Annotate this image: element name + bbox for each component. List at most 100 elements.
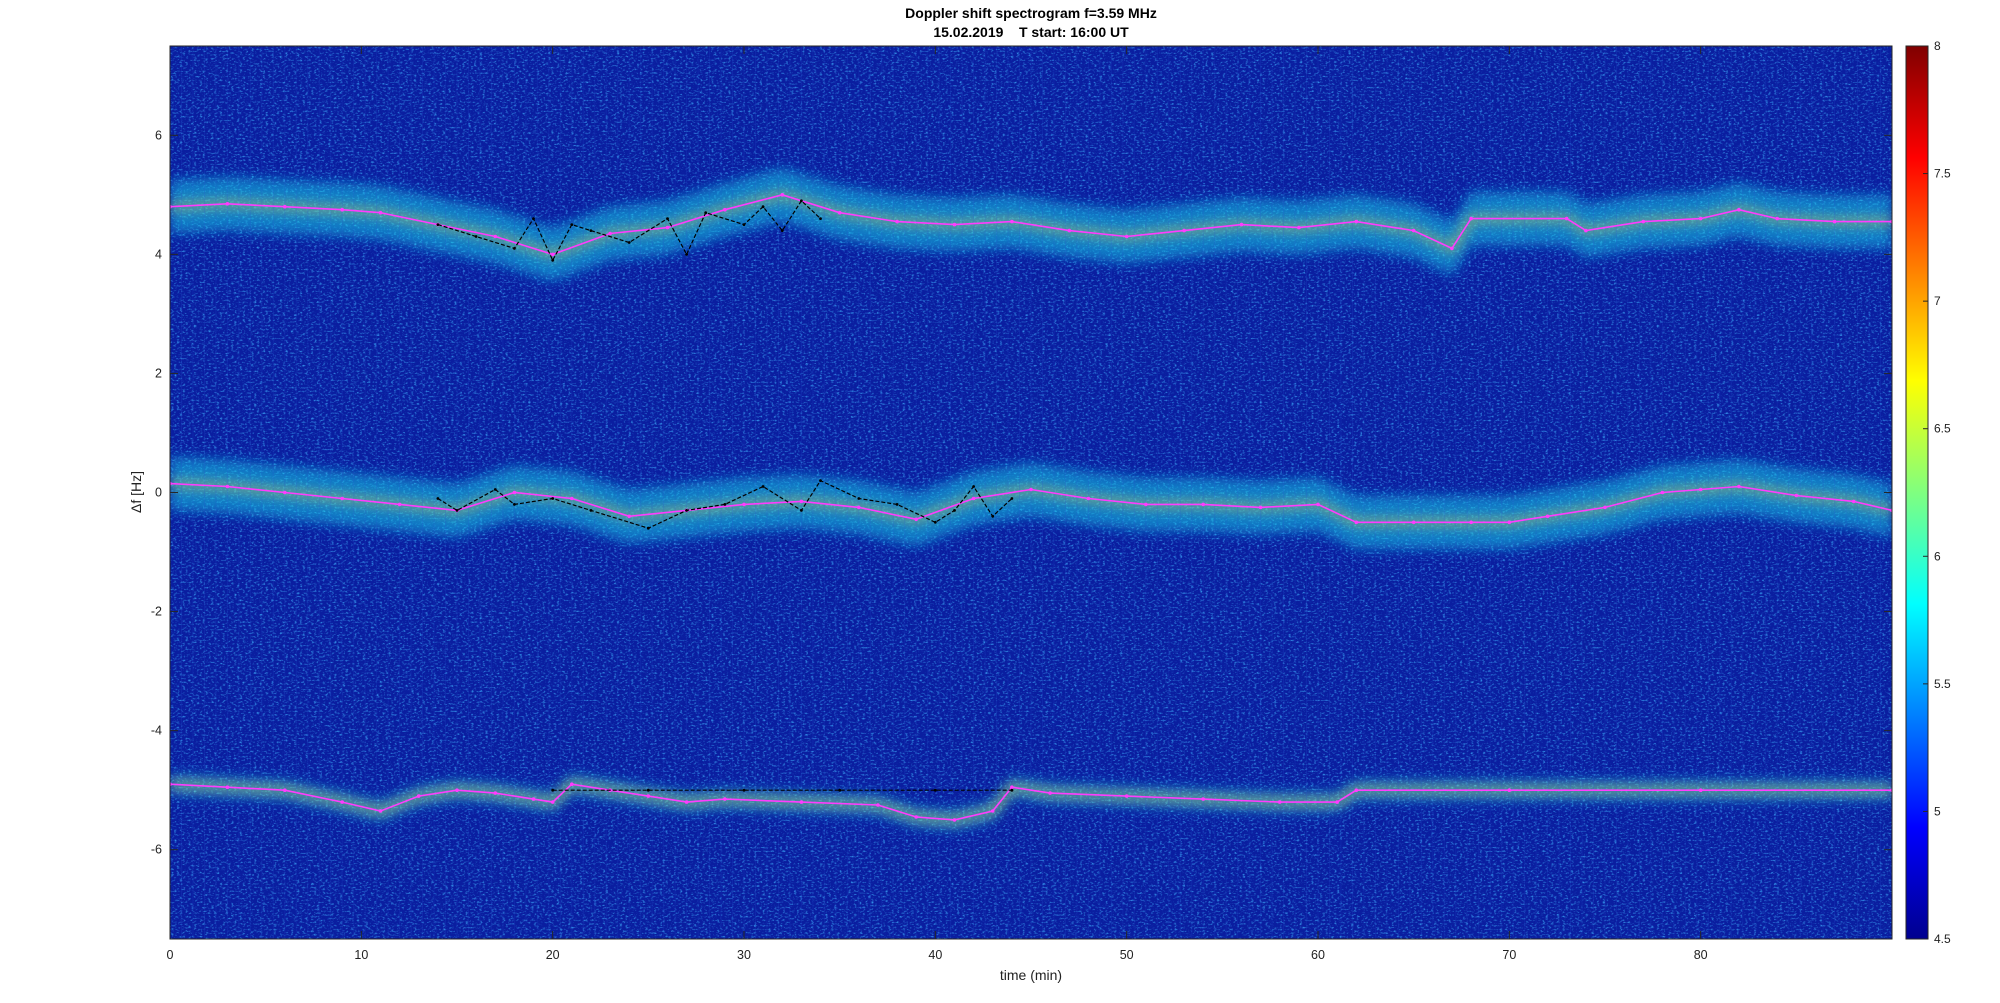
trace-point [933,520,937,524]
trace-point [378,210,383,215]
trace-point [455,788,459,792]
trace-point [1641,219,1646,224]
trace-line-3 [170,783,1892,821]
colorbar-tick-label: 5.5 [1934,677,1951,691]
trace-point [857,505,861,510]
trace-point [436,223,440,227]
trace-point [531,797,536,801]
trace-point [1239,222,1244,227]
colorbar-tick-label: 6 [1934,549,1941,563]
x-tick-label: 80 [1694,948,1708,962]
trace-point [761,205,765,209]
trace-point [800,509,803,512]
trace-point [283,788,287,792]
x-tick-label: 50 [1120,948,1134,962]
trace-point [646,794,651,798]
trace-point [1297,225,1301,230]
trace-point [1450,246,1454,251]
trace-point [608,231,612,236]
trace-point [570,782,574,786]
trace-point [551,788,555,792]
colorbar-tick-label: 8 [1934,39,1941,53]
trace-point [589,229,593,233]
trace-point [1144,502,1148,507]
x-tick-label: 60 [1311,948,1325,962]
trace-point [283,204,287,209]
trace-point [1660,490,1665,495]
trace-point [1354,520,1359,525]
trace-point [895,219,899,224]
trace-point [646,788,650,792]
trace-point [800,199,803,203]
trace-point [1201,797,1205,801]
trace-point [1354,788,1359,792]
y-tick-label: 6 [155,128,162,142]
plot-area [170,46,1892,939]
trace-point [436,497,440,500]
trace-point [551,258,555,262]
trace-point [378,809,383,813]
trace-point [1507,520,1512,525]
colorbar-tick-label: 4.5 [1934,932,1951,946]
trace-point [1124,234,1129,239]
trace-point [761,485,765,488]
trace-point [1737,207,1741,212]
trace-point [1010,785,1014,789]
y-tick-label: 2 [155,366,162,380]
trace-point [1316,502,1320,507]
trace-point [1411,228,1416,233]
trace-point [780,193,785,197]
x-tick-label: 40 [928,948,942,962]
trace-point [283,490,287,495]
trace-point [972,485,975,488]
trace-point [723,797,727,801]
trace-point [685,509,688,512]
trace-point [1794,493,1799,498]
trace-point [819,217,822,221]
trace-point [627,241,631,244]
trace-point [1584,228,1588,233]
trace-line-4 [437,199,821,262]
trace-point [742,788,746,792]
trace-point [953,509,956,512]
trace-point [493,488,497,491]
y-tick-label: 4 [155,247,162,261]
colorbar-tick-label: 6.5 [1934,422,1951,436]
trace-point [1507,788,1512,792]
trace-point [1775,216,1779,221]
trace-point [493,234,498,239]
trace-point [1335,800,1339,804]
colorbar-ticks: 4.5 5 5.5 6 6.5 7 7.5 8 [1923,39,1951,946]
trace-point [513,247,516,250]
trace-point [1048,791,1052,795]
trace-point [1832,219,1837,224]
trace-point [513,503,516,506]
trace-point [340,800,345,804]
x-axis: 0 10 20 30 40 50 60 70 80 [167,46,1708,962]
y-axis-label: Δf [Hz] [128,471,144,513]
trace-point [397,502,402,507]
chart-subtitle: 15.02.2019 T start: 16:00 UT [933,24,1129,40]
trace-point [1737,484,1741,489]
colorbar-gradient [1905,45,1929,940]
trace-point [914,517,918,522]
y-axis: -6 -4 -2 0 2 4 6 [151,128,1892,857]
trace-point [857,497,861,500]
trace-point [666,217,669,221]
trace-point [455,509,459,512]
trace-point [684,800,689,804]
trace-point [1564,216,1569,221]
trace-point [837,210,842,215]
trace-layer [170,193,1892,822]
trace-point [340,207,345,212]
y-tick-label: -6 [151,843,162,857]
trace-point [551,497,555,500]
trace-point [646,526,650,530]
trace-point [1698,788,1703,792]
x-tick-label: 20 [546,948,560,962]
colorbar-tick-label: 7 [1934,294,1941,308]
x-tick-label: 30 [737,948,751,962]
trace-point [570,223,574,227]
trace-point [799,800,804,804]
x-axis-label: time (min) [1000,967,1062,983]
